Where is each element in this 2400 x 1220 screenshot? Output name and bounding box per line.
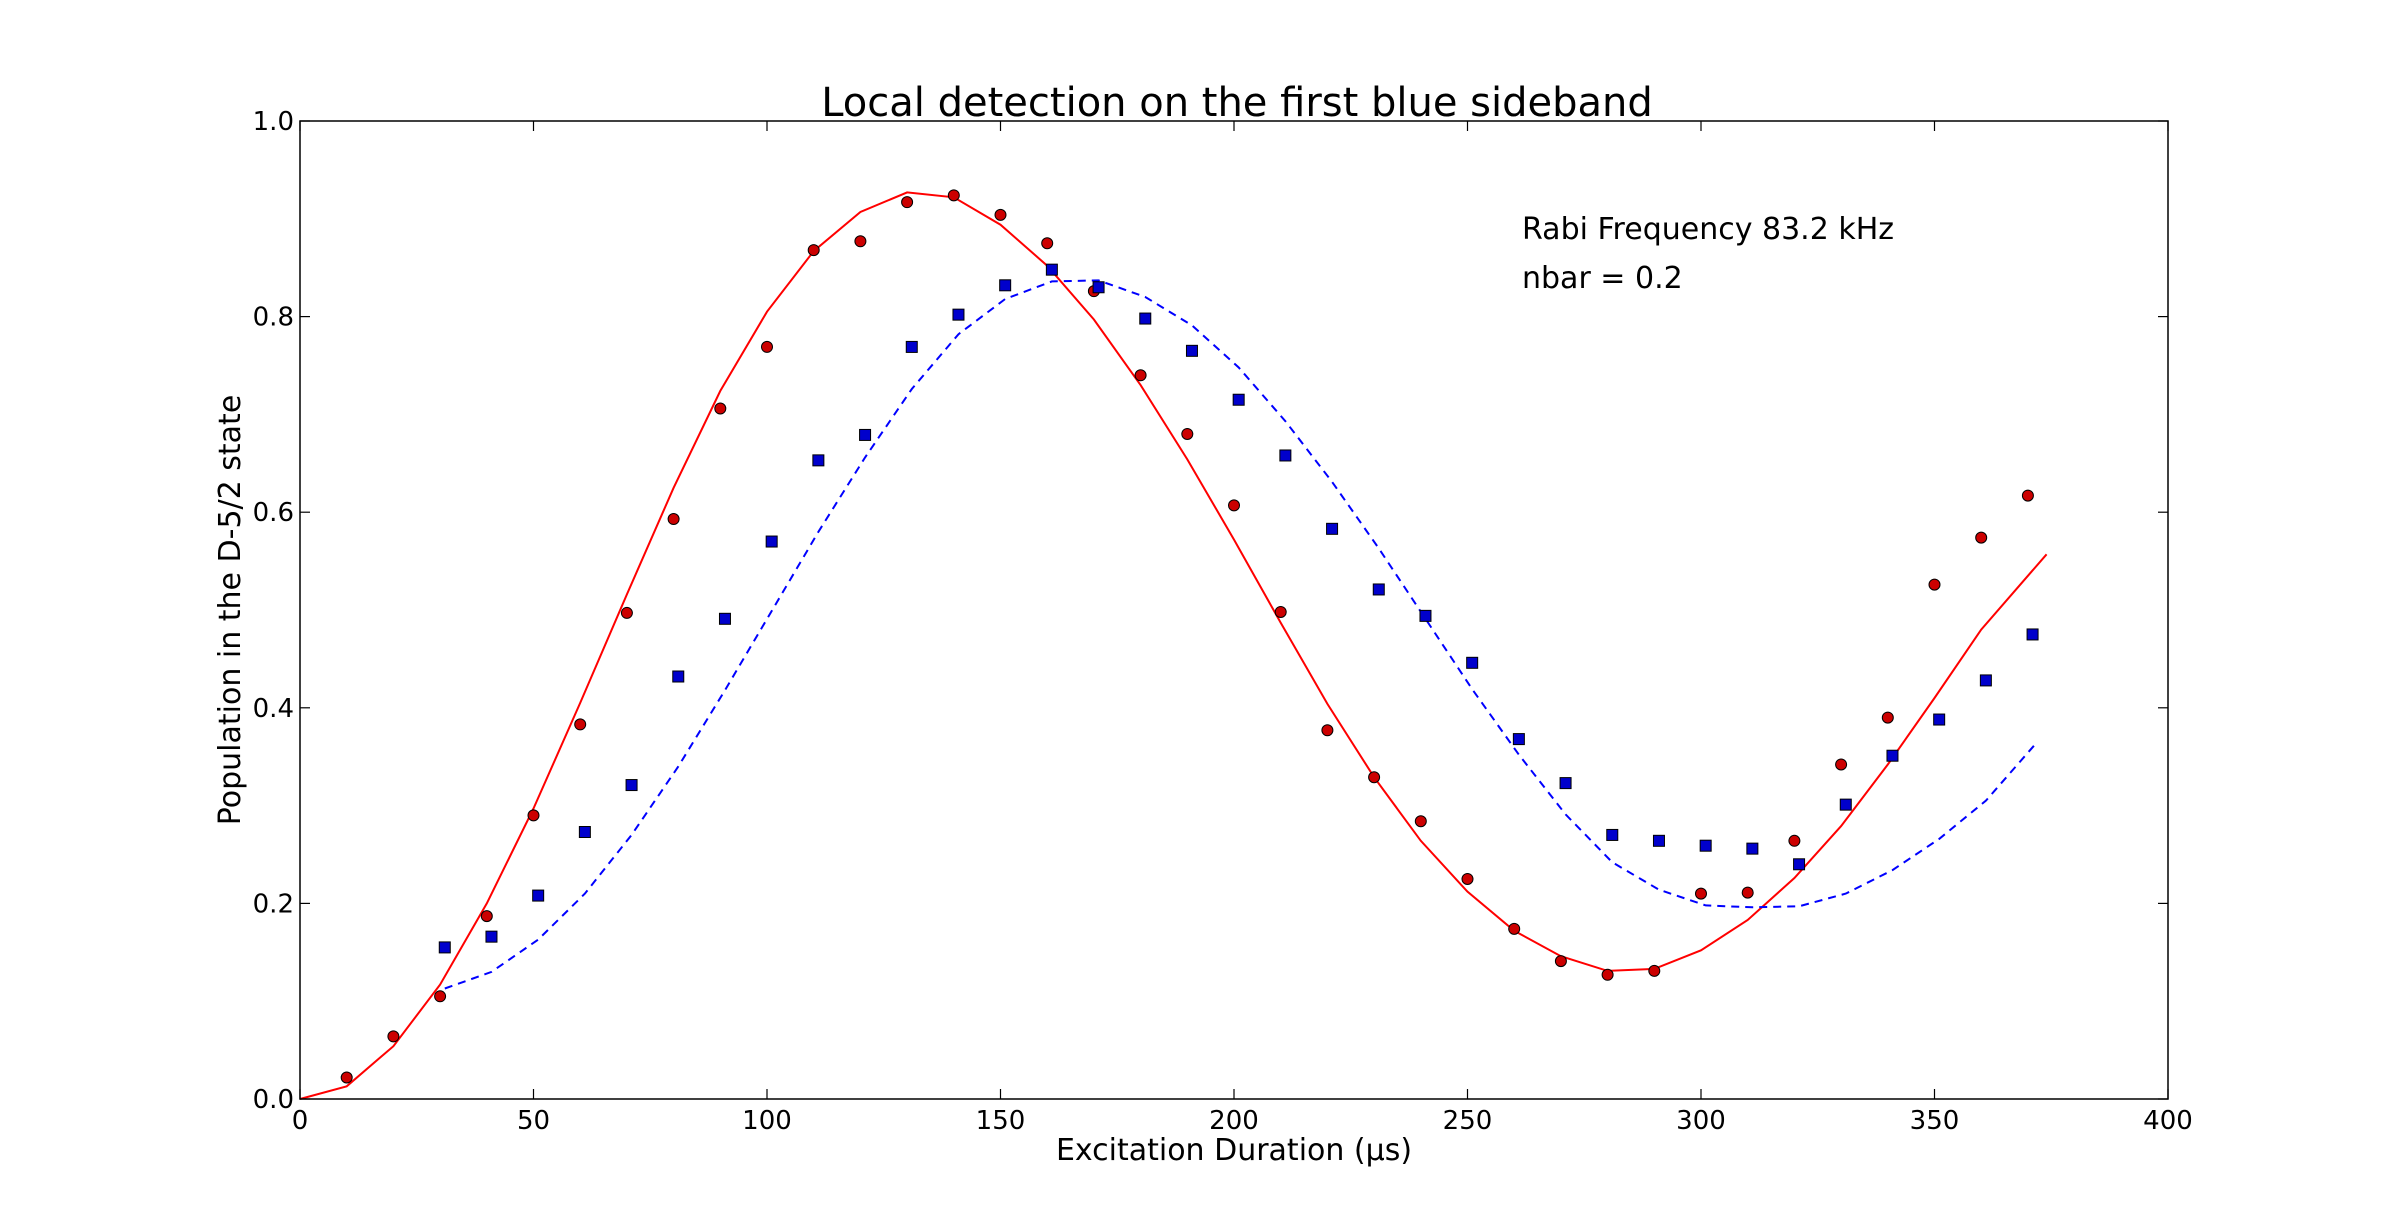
red-data-point — [1741, 886, 1754, 899]
x-tick-label: 400 — [2143, 1106, 2193, 1136]
blue-data-point — [1232, 393, 1245, 406]
red-data-point — [1835, 758, 1848, 771]
x-axis-label: Excitation Duration (μs) — [1056, 1133, 1412, 1168]
blue-data-point — [625, 779, 638, 792]
red-data-point — [1414, 815, 1427, 828]
blue-data-point — [1746, 842, 1759, 855]
red-data-point — [714, 402, 727, 415]
blue-data-point — [1606, 828, 1619, 841]
y-tick-label: 0.0 — [253, 1085, 294, 1115]
red-data-point — [2021, 489, 2034, 502]
red-data-point — [1274, 605, 1287, 618]
red-data-point — [1881, 711, 1894, 724]
blue-dashed-fit-line — [444, 279, 2038, 990]
x-tick-label: 300 — [1676, 1106, 1726, 1136]
red-data-point — [1228, 499, 1240, 512]
red-data-point — [1695, 887, 1707, 900]
red-data-point — [994, 208, 1007, 221]
red-data-point — [1554, 955, 1567, 968]
blue-data-point — [1185, 344, 1198, 357]
blue-data-point — [859, 428, 872, 441]
blue-data-point — [1139, 312, 1152, 325]
blue-data-point — [1979, 674, 1992, 687]
blue-data-point — [2026, 628, 2039, 641]
red-data-point — [1928, 578, 1941, 591]
red-data-point — [1321, 724, 1334, 737]
blue-data-point — [672, 670, 685, 683]
red-data-point — [854, 235, 867, 248]
red-data-point — [1181, 427, 1194, 440]
red-data-point — [1041, 237, 1054, 250]
blue-data-point — [1092, 281, 1105, 294]
chart-title: Local detection on the first blue sideba… — [821, 80, 1653, 126]
x-tick-label: 50 — [517, 1106, 550, 1136]
red-data-point — [620, 606, 633, 619]
x-tick-label: 350 — [1910, 1106, 1960, 1136]
red-data-point — [1461, 872, 1474, 885]
red-data-point — [527, 809, 540, 822]
red-data-point — [1648, 964, 1661, 977]
y-axis-label: Population in the D-5/2 state — [213, 395, 248, 826]
blue-data-point — [1699, 839, 1712, 852]
red-data-point — [1975, 531, 1988, 544]
blue-data-point — [1793, 858, 1806, 871]
blue-data-point — [1512, 733, 1525, 746]
blue-data-point — [812, 454, 825, 467]
blue-data-point — [1933, 713, 1946, 726]
blue-data-point — [1419, 609, 1432, 622]
x-tick-label: 250 — [1443, 1106, 1493, 1136]
blue-data-point — [905, 340, 918, 353]
red-data-point — [1788, 834, 1801, 847]
blue-data-point — [438, 941, 451, 954]
red-solid-fit-line — [299, 191, 2048, 1100]
red-data-point — [667, 513, 680, 526]
red-data-point — [434, 990, 447, 1003]
blue-data-point — [1466, 656, 1479, 669]
red-data-point — [1601, 968, 1614, 981]
ticks-layer: 0 50 100 150 200 250 300 350 400 0.0 0.2 0.4 0.6 0.8 1… — [253, 107, 2193, 1136]
annotation-nbar: nbar = 0.2 — [1522, 261, 1683, 296]
annotation-rabi-frequency: Rabi Frequency 83.2 kHz — [1522, 212, 1894, 247]
blue-data-point — [952, 308, 965, 321]
y-tick-label: 0.2 — [253, 889, 294, 919]
red-data-point — [901, 196, 914, 209]
red-data-point — [480, 910, 493, 923]
red-data-point — [1134, 369, 1147, 382]
blue-data-point — [1045, 263, 1058, 276]
x-tick-label: 150 — [976, 1106, 1026, 1136]
blue-data-point — [1279, 449, 1292, 462]
red-data-point — [387, 1030, 400, 1043]
blue-data-point — [1559, 777, 1572, 790]
red-data-point — [761, 340, 773, 353]
y-tick-label: 0.4 — [253, 694, 294, 724]
y-tick-label: 0.6 — [253, 498, 294, 528]
red-data-point — [340, 1071, 353, 1084]
red-data-point — [1368, 771, 1381, 784]
blue-data-point — [718, 612, 731, 625]
blue-data-point — [485, 930, 498, 943]
x-tick-label: 100 — [742, 1106, 792, 1136]
plot-frame — [299, 120, 2169, 1100]
red-data-point — [574, 718, 587, 731]
blue-data-point — [1886, 749, 1899, 762]
blue-data-point — [765, 535, 778, 548]
series-layer — [299, 189, 2048, 1100]
x-tick-label: 200 — [1209, 1106, 1259, 1136]
y-tick-label: 1.0 — [253, 107, 294, 137]
blue-data-point — [999, 279, 1012, 292]
blue-data-point — [578, 826, 591, 839]
blue-data-point — [532, 889, 545, 902]
blue-data-point — [1652, 834, 1665, 847]
blue-data-point — [1326, 522, 1339, 535]
red-data-point — [807, 244, 820, 257]
x-tick-label: 0 — [292, 1106, 309, 1136]
red-data-point — [947, 189, 960, 202]
blue-data-point — [1839, 798, 1852, 811]
blue-data-point — [1372, 583, 1385, 596]
y-tick-label: 0.8 — [253, 303, 294, 333]
red-data-point — [1508, 922, 1521, 935]
